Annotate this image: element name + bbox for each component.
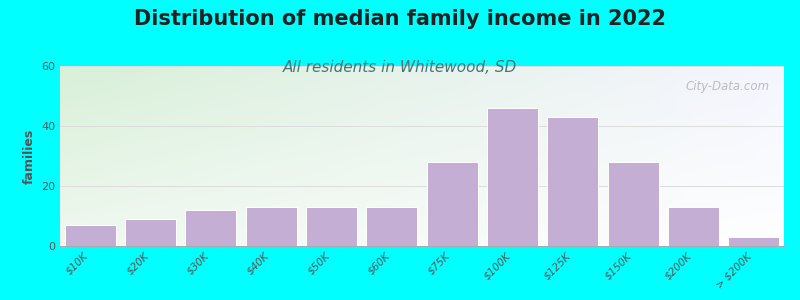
- Bar: [487, 108, 538, 246]
- Bar: [306, 207, 357, 246]
- Bar: [185, 210, 237, 246]
- Bar: [65, 225, 116, 246]
- Text: City-Data.com: City-Data.com: [686, 80, 770, 93]
- Text: Distribution of median family income in 2022: Distribution of median family income in …: [134, 9, 666, 29]
- Bar: [607, 162, 659, 246]
- Bar: [125, 219, 176, 246]
- Bar: [668, 207, 719, 246]
- Bar: [426, 162, 478, 246]
- Y-axis label: families: families: [22, 128, 35, 184]
- Bar: [547, 117, 598, 246]
- Bar: [728, 237, 779, 246]
- Bar: [366, 207, 418, 246]
- Text: All residents in Whitewood, SD: All residents in Whitewood, SD: [283, 60, 517, 75]
- Bar: [246, 207, 297, 246]
